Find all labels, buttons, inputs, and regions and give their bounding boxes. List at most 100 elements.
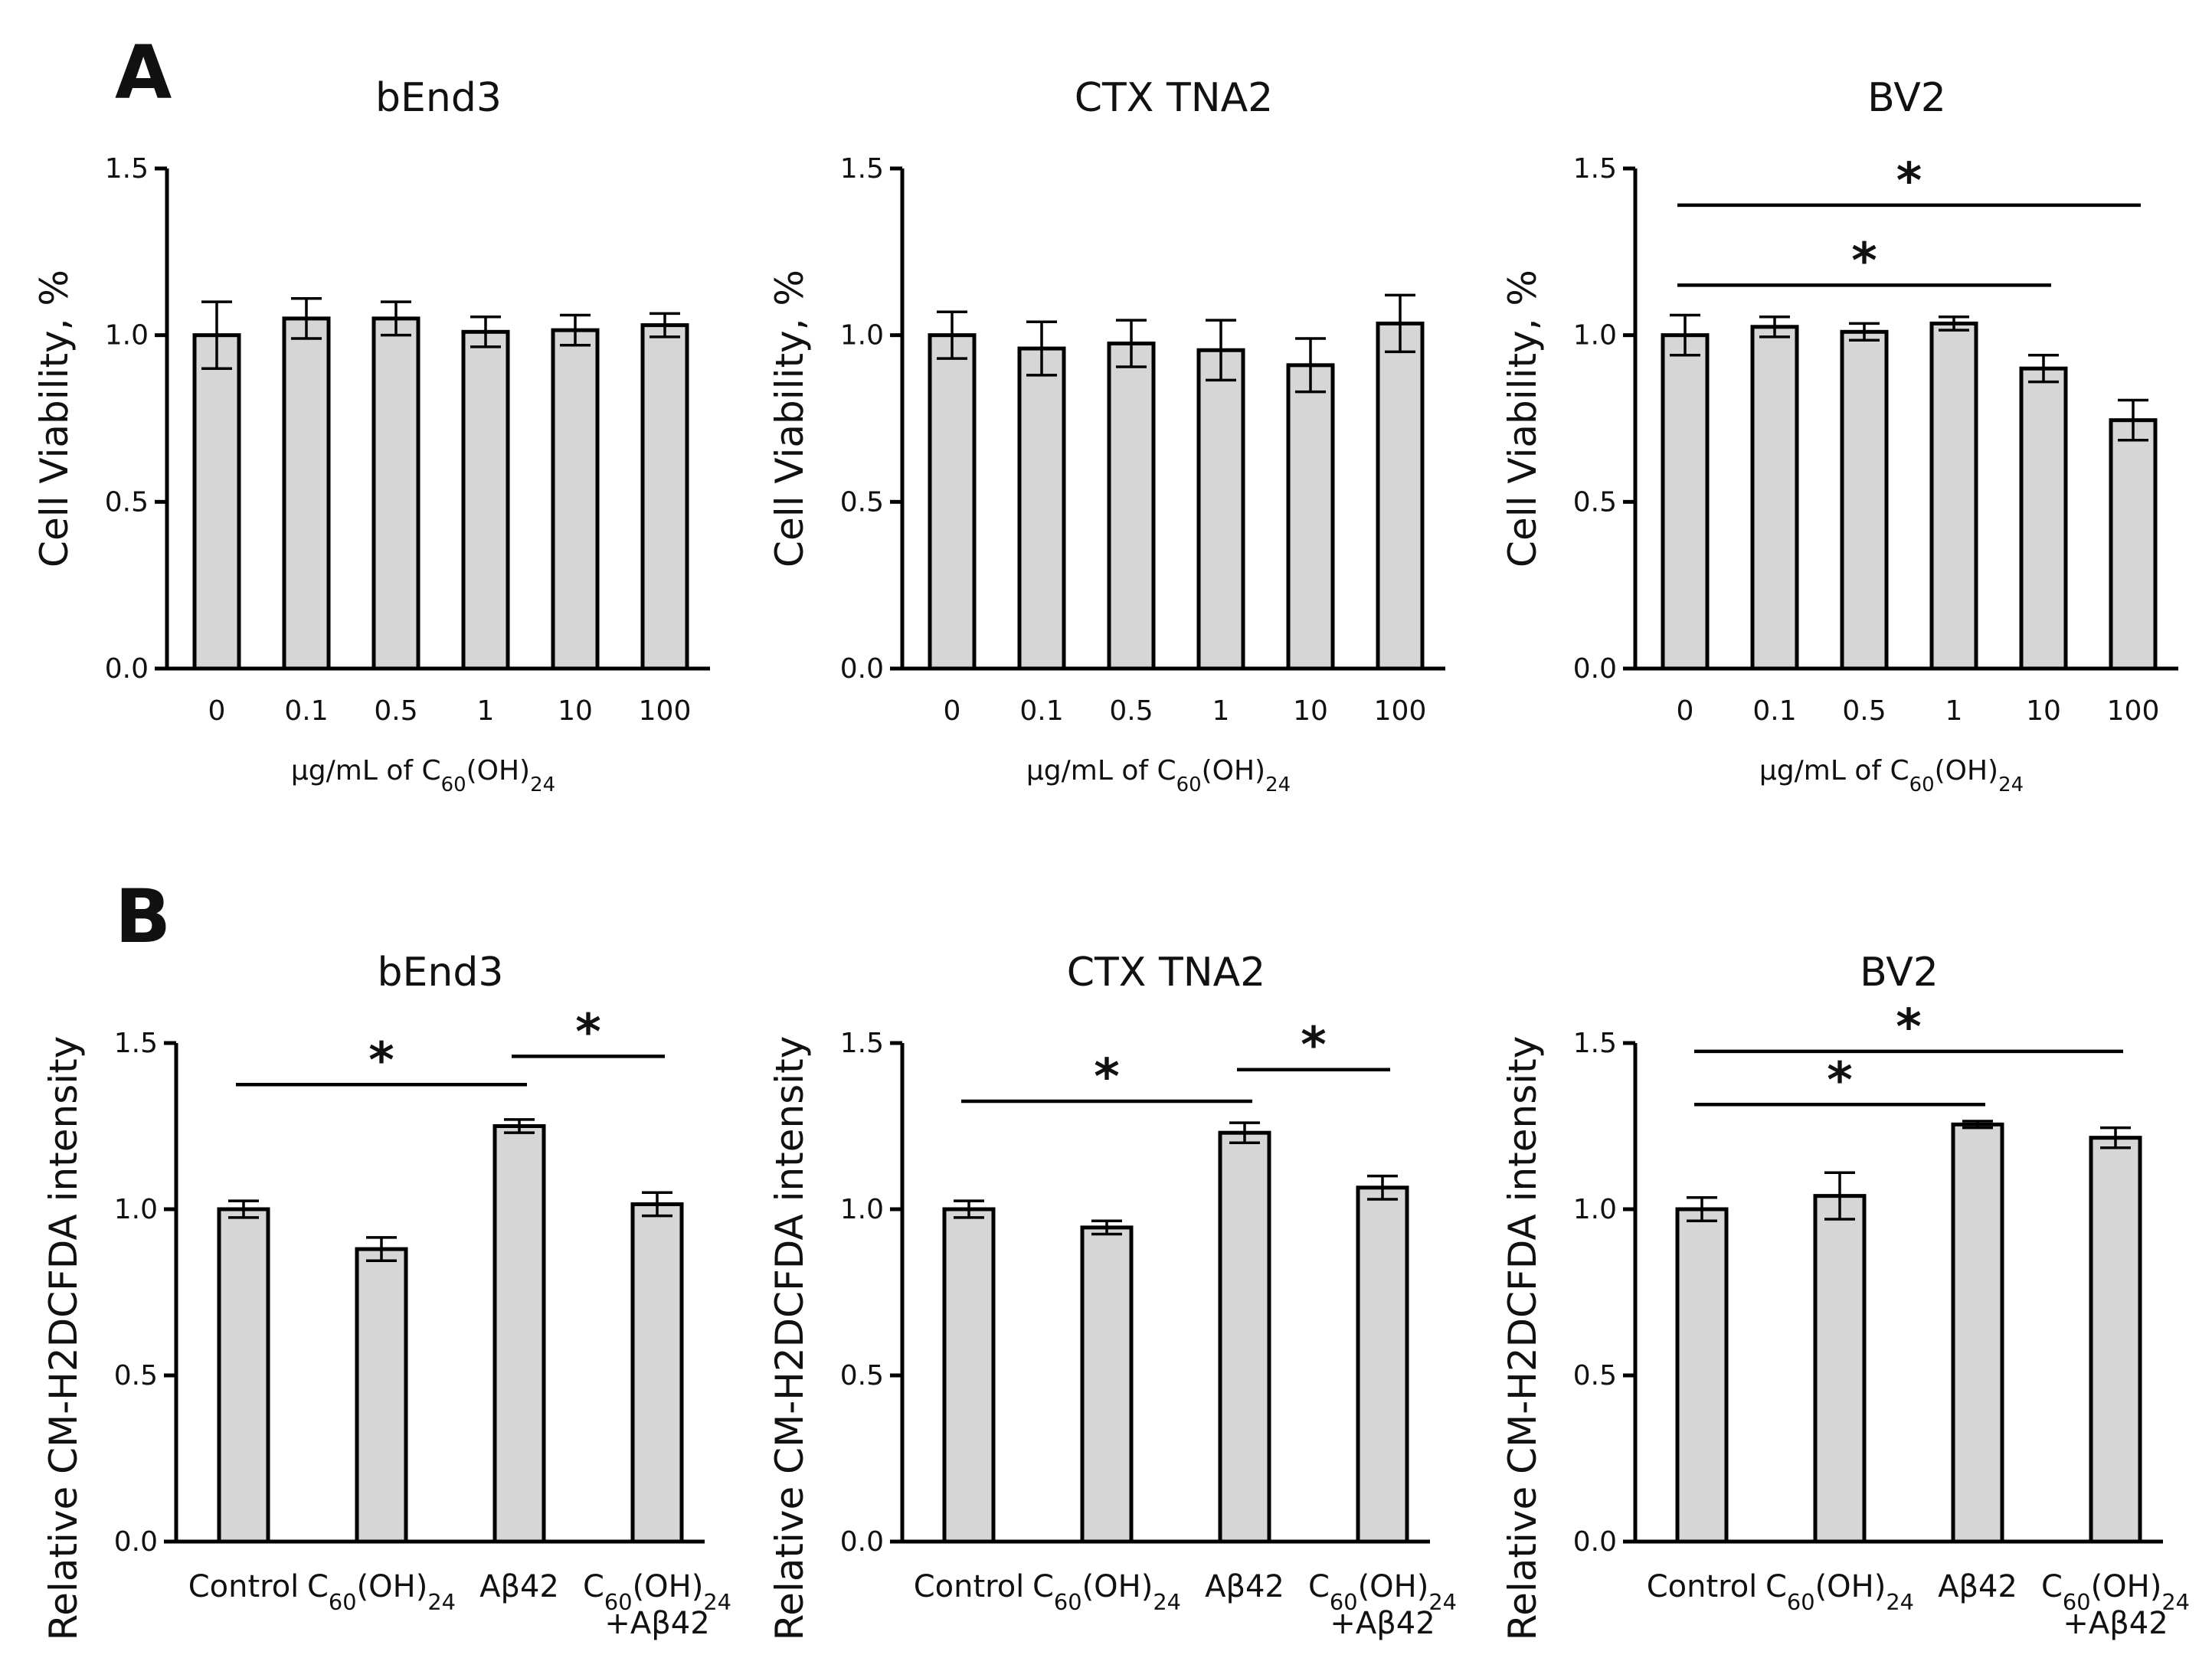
x-tick-label-part: 60 <box>1787 1589 1815 1615</box>
significance-star: * <box>1896 153 1922 210</box>
y-axis-label: Relative CM-H2DCFDA intensity <box>1500 1036 1545 1641</box>
x-tick-label-part: C <box>1765 1569 1787 1604</box>
y-tick-label: 0.0 <box>1573 1526 1617 1558</box>
x-tick-label-part: Control <box>1647 1569 1758 1604</box>
x-tick-label-part: 60 <box>1054 1589 1082 1615</box>
bar <box>1675 1207 1729 1544</box>
y-tick-label: 0.0 <box>105 653 149 685</box>
significance-star: * <box>1301 1018 1326 1074</box>
x-tick-label: 100 <box>639 695 692 727</box>
x-tick-label: C60(OH)24 <box>2041 1569 2190 1615</box>
x-tick-label-part: 24 <box>2161 1589 2190 1615</box>
significance-star: * <box>1896 999 1921 1056</box>
x-tick-label-part: Aβ42 <box>1205 1569 1284 1604</box>
x-axis-label-part: (OH) <box>1202 755 1266 786</box>
x-tick-label-part: 10 <box>558 695 593 727</box>
significance-star: * <box>1827 1052 1852 1109</box>
y-tick-label: 0.0 <box>840 653 884 685</box>
x-tick-label-part: (OH) <box>1358 1569 1429 1604</box>
y-tick-label: 1.0 <box>1573 1194 1617 1225</box>
x-tick-label-part: 60 <box>604 1589 633 1615</box>
x-tick-label-part: 24 <box>1153 1589 1181 1615</box>
x-axis-label-part: 60 <box>441 773 466 796</box>
bar <box>942 1207 996 1544</box>
x-tick-label-part: (OH) <box>1082 1569 1153 1604</box>
bar <box>551 328 600 671</box>
bar <box>2109 418 2158 671</box>
x-tick-label-part: C <box>307 1569 329 1604</box>
y-tick-label: 1.5 <box>840 1028 884 1059</box>
x-tick-label: Control <box>1647 1569 1758 1604</box>
bar <box>1017 346 1066 671</box>
y-tick-label: 0.0 <box>1573 653 1617 685</box>
significance-star: * <box>1851 233 1877 289</box>
panel-letter-a: A <box>115 30 172 116</box>
x-tick-label: 0.5 <box>1842 695 1886 727</box>
y-tick-label: 0.5 <box>840 486 884 518</box>
y-tick-label: 1.0 <box>840 1194 884 1225</box>
panel-letter-b: B <box>115 874 171 960</box>
x-tick-label: C60(OH)24 <box>307 1569 456 1615</box>
x-tick-label-part: C <box>2041 1569 2063 1604</box>
x-axis-label-part: µg/mL of C <box>291 755 441 786</box>
x-axis-label: µg/mL of C60(OH)24 <box>291 755 555 796</box>
x-tick-label-part: 100 <box>639 695 692 727</box>
y-axis-label: Relative CM-H2DCFDA intensity <box>767 1036 812 1641</box>
x-tick-label-part: (OH) <box>2091 1569 2162 1604</box>
x-axis-label: µg/mL of C60(OH)24 <box>1759 755 2024 796</box>
bar <box>640 323 689 671</box>
bar <box>630 1202 684 1544</box>
x-tick-label-part: Control <box>188 1569 299 1604</box>
x-axis-label-part: 24 <box>530 773 555 796</box>
y-tick-label: 1.0 <box>840 320 884 352</box>
x-axis-label-part: 60 <box>1176 773 1202 796</box>
x-axis-label-part: (OH) <box>1935 755 1999 786</box>
x-tick-label-part: 0 <box>944 695 961 727</box>
x-tick-label-part: 1 <box>1212 695 1230 727</box>
x-tick-label-part: 60 <box>2063 1589 2091 1615</box>
y-tick-label: 0.0 <box>840 1526 884 1558</box>
x-tick-label-part: 24 <box>1428 1589 1457 1615</box>
x-tick-label-part: 100 <box>2107 695 2160 727</box>
x-tick-label: 0.5 <box>374 695 417 727</box>
x-tick-label: Aβ42 <box>1205 1569 1284 1604</box>
x-tick-label-line2: +Aβ42 <box>1330 1606 1435 1641</box>
x-tick-label: 10 <box>1293 695 1328 727</box>
x-tick-label: Control <box>188 1569 299 1604</box>
x-tick-label-part: C <box>583 1569 604 1604</box>
y-tick-label: 0.0 <box>114 1526 158 1558</box>
y-tick-label: 0.5 <box>105 486 149 518</box>
x-tick-label-line2: +Aβ42 <box>2063 1606 2168 1641</box>
x-tick-label: 0 <box>1677 695 1694 727</box>
axis-lines <box>1633 168 2178 671</box>
x-tick-label-part: (OH) <box>1815 1569 1886 1604</box>
x-tick-label: Aβ42 <box>479 1569 559 1604</box>
bar <box>217 1207 270 1544</box>
x-tick-label-part: 0.5 <box>374 695 417 727</box>
bar <box>371 316 420 671</box>
bar <box>1929 321 1978 671</box>
x-tick-label-part: 24 <box>427 1589 456 1615</box>
x-tick-label-part: 1 <box>1945 695 1963 727</box>
bar <box>1196 348 1245 671</box>
x-axis-label-part: (OH) <box>466 755 531 786</box>
chart-title: CTX TNA2 <box>1067 950 1266 996</box>
x-tick-label: 100 <box>2107 695 2160 727</box>
x-tick-label-part: 60 <box>329 1589 357 1615</box>
chart-1: CTX TNA2 0.0 0.5 1.0 1.5 0 0.1 0.5 1 10 100 µg/mL o… <box>767 75 1445 796</box>
x-tick-label-part: C <box>1032 1569 1054 1604</box>
y-tick-label: 1.0 <box>105 320 149 352</box>
x-tick-label: C60(OH)24 <box>1308 1569 1457 1615</box>
y-tick-label: 0.5 <box>114 1360 158 1391</box>
y-tick-label: 0.5 <box>1573 1360 1617 1391</box>
chart-title: CTX TNA2 <box>1075 75 1274 121</box>
x-tick-label-line2: +Aβ42 <box>604 1606 709 1641</box>
x-tick-label: 0 <box>208 695 226 727</box>
x-tick-label-part: 1 <box>477 695 495 727</box>
y-tick-label: 1.0 <box>1573 320 1617 352</box>
bar <box>1750 325 1799 671</box>
y-tick-label: 1.0 <box>114 1194 158 1225</box>
